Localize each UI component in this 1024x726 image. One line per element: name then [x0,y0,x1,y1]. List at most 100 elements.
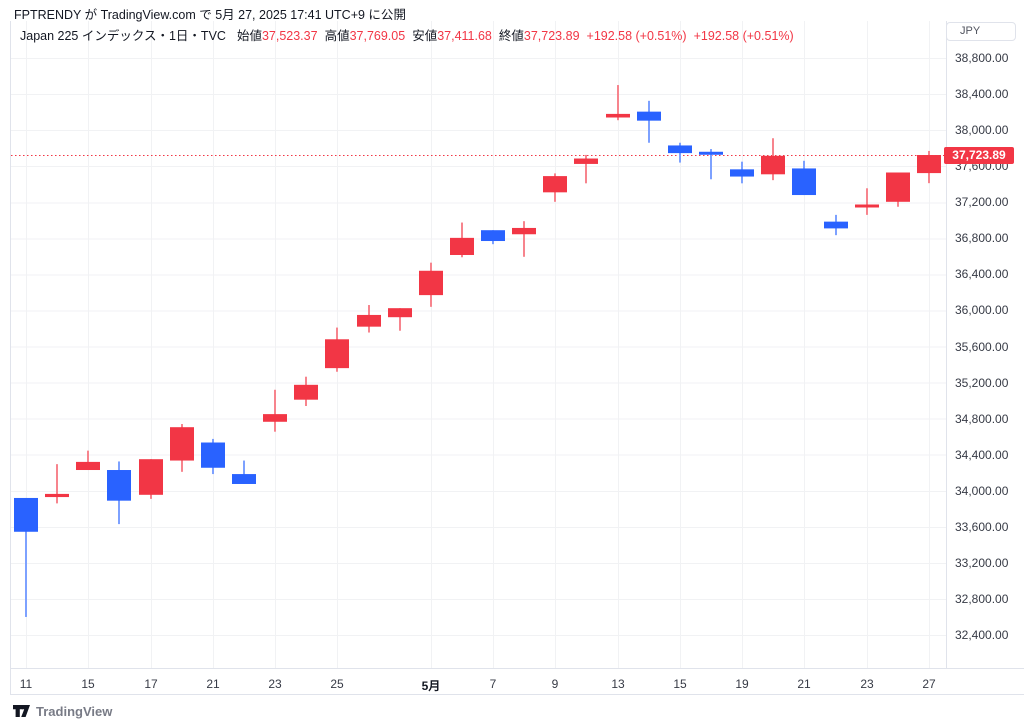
candle-body [761,155,785,175]
time-tick-label: 21 [797,677,811,691]
candle-wick [56,464,58,504]
candle-wick [617,85,619,121]
close-label: 終値 [498,29,524,43]
candle-body [606,113,630,118]
candle-4/17 [139,459,163,499]
candle-5/22 [824,214,848,236]
ohlc-low: 安値37,411.68 [412,25,492,44]
candle-body [450,237,474,255]
close-value: 37,723.89 [523,29,580,43]
candle-body [45,493,69,498]
last-price-badge: 37,723.89 [944,146,1014,164]
candle-body [388,308,412,318]
candle-4/30 [388,308,412,331]
candle-4/24 [294,376,318,407]
candle-body [325,339,349,369]
candle-5/9 [543,173,567,202]
candle-4/16 [107,461,131,525]
candle-5/21 [792,160,816,196]
low-label: 安値 [412,29,438,43]
candle-body [263,414,287,422]
time-tick-label: 27 [922,677,936,691]
candle-5/13 [606,85,630,121]
price-tick-label: 36,400.00 [955,267,1009,282]
price-scale[interactable]: 38,800.00 38,400.00 38,000.00 37,600.00 37,2… [946,0,1024,668]
chart-legend: Japan 225 インデックス・1日・TVC 始値37,523.37 高値37… [20,25,794,44]
time-tick-label: 11 [19,677,33,691]
candle-body [201,442,225,468]
currency-button[interactable]: JPY [946,22,1016,41]
change-value-secondary: +192.58 (+0.51%) [693,29,794,43]
price-tick-label: 32,400.00 [955,628,1009,642]
candle-body [170,427,194,461]
candle-4/11 [14,497,38,617]
candle-body [699,151,723,155]
candle-body [419,270,443,296]
candle-5/12 [574,154,598,184]
candle-5/26 [886,172,910,207]
candle-body [14,497,38,532]
price-tick-label: 38,400.00 [955,87,1009,102]
candle-wick [87,450,89,471]
price-tick-label: 34,800.00 [955,411,1009,426]
candle-5/20 [761,138,785,181]
candle-4/15 [76,450,100,471]
price-tick-label: 34,400.00 [955,447,1009,462]
candle-4/18 [170,424,194,472]
tv-mark-shape [21,705,30,717]
time-tick-label: 15 [81,677,95,691]
candle-wick [866,188,868,215]
candle-body [543,176,567,193]
candle-wick [710,149,712,180]
candle-body [357,314,381,327]
candle-body [886,172,910,202]
candle-body [294,384,318,400]
time-tick-label: 19 [735,677,749,691]
tradingview-logo-link[interactable]: TradingView [13,704,112,719]
candle-wick [274,389,276,432]
candle-5/8 [512,221,536,257]
high-label: 高値 [324,29,350,43]
candle-body [792,168,816,196]
ohlc-open: 始値37,523.37 [237,25,318,44]
price-tick-label: 33,200.00 [955,555,1009,570]
symbol-title: Japan 225 インデックス・1日・TVC [20,29,226,43]
price-tick-label: 35,200.00 [955,375,1009,390]
time-tick-label: 25 [330,677,344,691]
time-tick-label: 21 [206,677,220,691]
candle-body [139,459,163,495]
time-tick-label: 13 [611,677,625,691]
candle-body [76,461,100,471]
candle-5/27 [917,150,941,184]
candle-wick [399,308,401,331]
candle-4/25 [325,327,349,372]
candle-body [824,221,848,229]
time-scale[interactable]: 11 15 17 21 23 25 5月 7 9 13 15 19 21 23 27 [0,668,1024,695]
candle-5/7 [481,230,505,245]
candle-body [637,111,661,121]
tv-mark-shape [13,705,23,717]
price-tick-label: 36,800.00 [955,231,1009,246]
time-tick-label: 5月 [421,679,441,693]
low-value: 37,411.68 [437,29,492,43]
candle-5/16 [699,149,723,180]
candle-4/23 [263,389,287,432]
candle-5/2 [450,222,474,258]
candle-5/19 [730,161,754,184]
change-value: +192.58 (+0.51%) [586,29,687,43]
candle-body [107,470,131,501]
time-tick-label: 7 [489,677,497,691]
time-tick-label: 23 [860,677,874,691]
candle-4/14 [45,464,69,504]
price-tick-label: 38,000.00 [955,123,1009,138]
candle-body [855,204,879,208]
time-tick-label: 17 [144,677,158,691]
candle-body [232,474,256,484]
open-value: 37,523.37 [261,29,318,43]
candle-5/23 [855,188,879,215]
candle-wick [25,497,27,617]
open-label: 始値 [236,29,262,43]
high-value: 37,769.05 [349,29,406,43]
